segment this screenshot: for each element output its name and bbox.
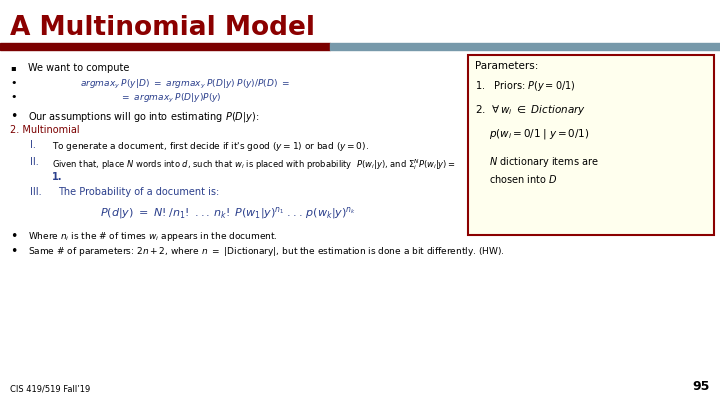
Text: Our assumptions will go into estimating $P(D|y)$:: Our assumptions will go into estimating … bbox=[28, 110, 259, 124]
FancyBboxPatch shape bbox=[468, 55, 714, 235]
Text: $p(w_i = 0/1\;|\;y = 0/1)$: $p(w_i = 0/1\;|\;y = 0/1)$ bbox=[489, 127, 590, 141]
Text: •: • bbox=[10, 230, 17, 243]
Text: CIS 419/519 Fall’19: CIS 419/519 Fall’19 bbox=[10, 384, 90, 393]
Text: 2.  $\forall\,w_i\ \in$ $\it{Dictionary}$: 2. $\forall\,w_i\ \in$ $\it{Dictionary}$ bbox=[475, 103, 586, 117]
Text: II.: II. bbox=[30, 157, 39, 167]
Text: •: • bbox=[10, 245, 17, 258]
Text: Parameters:: Parameters: bbox=[475, 61, 539, 71]
Text: $P(d|y)\ =\ N!/n_1!\;...\,n_k!\; P(w_1|y)^{n_1}\;...\,p(w_k|y)^{n_k}$: $P(d|y)\ =\ N!/n_1!\;...\,n_k!\; P(w_1|y… bbox=[100, 205, 356, 221]
Text: III.: III. bbox=[30, 187, 42, 197]
Bar bbox=[0, 43, 330, 50]
Text: •: • bbox=[10, 78, 17, 88]
Text: 95: 95 bbox=[693, 380, 710, 393]
Text: We want to compute: We want to compute bbox=[28, 63, 130, 73]
Text: •: • bbox=[10, 110, 17, 123]
Text: Given that, place $N$ words into $d$, such that $w_i$ is placed with probability: Given that, place $N$ words into $d$, su… bbox=[52, 157, 456, 172]
Text: To generate a document, first decide if it's good $(y = 1)$ or bad $(y = 0)$.: To generate a document, first decide if … bbox=[52, 140, 369, 153]
Text: $=\ argmax_y\;P(D|y)P(y)$: $=\ argmax_y\;P(D|y)P(y)$ bbox=[120, 92, 222, 105]
Text: $N$ dictionary items are: $N$ dictionary items are bbox=[489, 155, 599, 169]
Text: chosen into $D$: chosen into $D$ bbox=[489, 173, 558, 185]
Text: The Probability of a document is:: The Probability of a document is: bbox=[58, 187, 220, 197]
Text: I.: I. bbox=[30, 140, 36, 150]
Text: Same # of parameters: $2n + 2$, where $n\ =\ |$Dictionary$|$, but the estimation: Same # of parameters: $2n + 2$, where $n… bbox=[28, 245, 505, 258]
Text: A Multinomial Model: A Multinomial Model bbox=[10, 15, 315, 41]
Text: ▪: ▪ bbox=[10, 63, 16, 72]
Text: $argmax_y\;P(y|D)\ =\ argmax_y\;P(D|y)\;P(y)/P(D)\ =$: $argmax_y\;P(y|D)\ =\ argmax_y\;P(D|y)\;… bbox=[80, 78, 290, 91]
Bar bbox=[330, 43, 720, 50]
Text: 1.   Priors: $P(y = 0/1)$: 1. Priors: $P(y = 0/1)$ bbox=[475, 79, 576, 93]
Text: Where $n_i$ is the # of times $w_i$ appears in the document.: Where $n_i$ is the # of times $w_i$ appe… bbox=[28, 230, 278, 243]
Text: 1.: 1. bbox=[52, 172, 63, 182]
Text: •: • bbox=[10, 92, 17, 102]
Text: 2. Multinomial: 2. Multinomial bbox=[10, 125, 80, 135]
